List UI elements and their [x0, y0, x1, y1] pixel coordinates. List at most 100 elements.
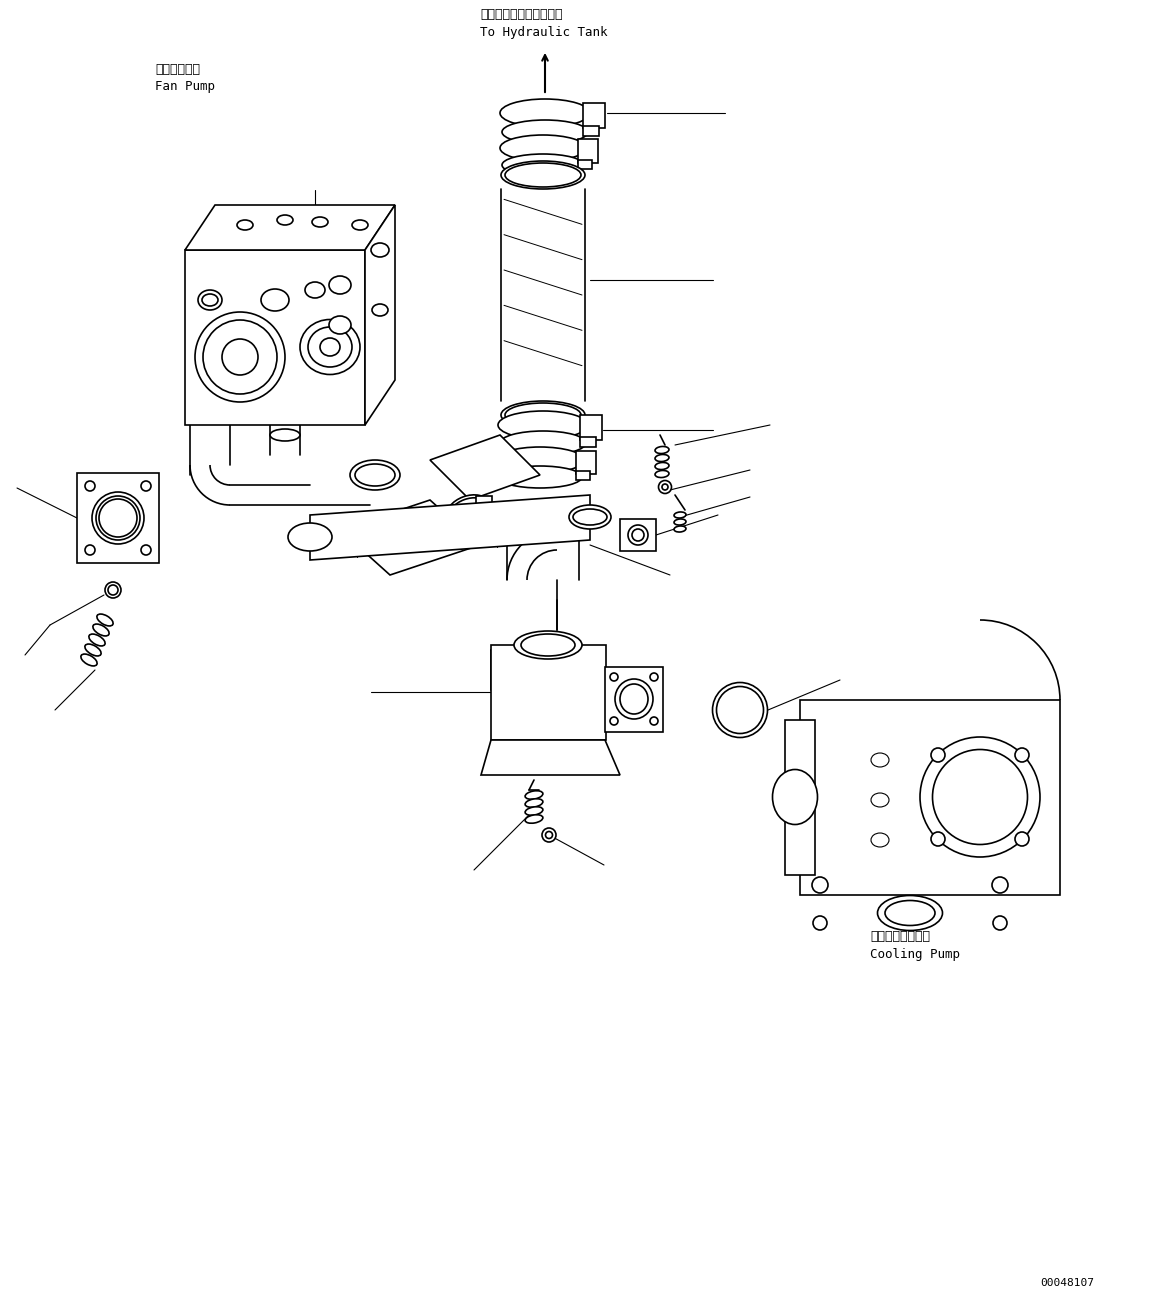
Ellipse shape	[329, 315, 351, 334]
Polygon shape	[185, 205, 395, 250]
Ellipse shape	[878, 896, 942, 930]
Ellipse shape	[611, 673, 618, 681]
Ellipse shape	[502, 120, 588, 145]
Ellipse shape	[372, 304, 388, 315]
Ellipse shape	[569, 505, 611, 530]
Ellipse shape	[350, 460, 400, 490]
Polygon shape	[481, 740, 620, 775]
Bar	[393, 518, 409, 530]
Ellipse shape	[713, 682, 768, 737]
Ellipse shape	[992, 876, 1008, 894]
Polygon shape	[365, 205, 395, 424]
Ellipse shape	[514, 631, 582, 660]
Ellipse shape	[620, 685, 648, 714]
Ellipse shape	[305, 283, 324, 298]
Ellipse shape	[932, 748, 946, 762]
Ellipse shape	[500, 99, 590, 127]
Text: Cooling Pump: Cooling Pump	[870, 947, 959, 961]
Ellipse shape	[198, 290, 222, 310]
Ellipse shape	[521, 633, 575, 656]
Ellipse shape	[650, 717, 658, 725]
Ellipse shape	[501, 401, 585, 428]
Ellipse shape	[813, 916, 827, 930]
Bar	[580, 438, 595, 447]
Ellipse shape	[932, 832, 946, 846]
Ellipse shape	[655, 470, 669, 477]
Text: To Hydraulic Tank: To Hydraulic Tank	[480, 26, 607, 39]
Ellipse shape	[394, 516, 436, 549]
Ellipse shape	[658, 481, 671, 494]
Bar	[491, 645, 606, 740]
Bar	[785, 720, 815, 875]
Polygon shape	[430, 435, 540, 501]
Ellipse shape	[277, 215, 293, 225]
Ellipse shape	[99, 499, 137, 537]
Ellipse shape	[88, 635, 105, 646]
Text: ファンポンプ: ファンポンプ	[155, 63, 200, 76]
Ellipse shape	[507, 509, 579, 531]
Bar	[583, 102, 605, 127]
Ellipse shape	[202, 294, 217, 306]
Ellipse shape	[450, 498, 486, 522]
Ellipse shape	[920, 737, 1040, 857]
Ellipse shape	[320, 338, 340, 356]
Text: クーリングポンプ: クーリングポンプ	[870, 930, 930, 943]
Ellipse shape	[933, 749, 1027, 845]
Ellipse shape	[655, 447, 669, 453]
Ellipse shape	[675, 519, 686, 526]
Polygon shape	[340, 501, 480, 576]
Ellipse shape	[248, 355, 302, 394]
Ellipse shape	[81, 654, 98, 666]
Ellipse shape	[308, 327, 352, 367]
Ellipse shape	[288, 523, 331, 551]
Ellipse shape	[716, 686, 763, 733]
Bar	[800, 700, 1059, 895]
Ellipse shape	[85, 481, 95, 491]
Bar	[620, 519, 656, 551]
Ellipse shape	[371, 243, 388, 258]
Ellipse shape	[498, 411, 588, 439]
Ellipse shape	[237, 219, 254, 230]
Ellipse shape	[261, 289, 288, 311]
Text: Fan Pump: Fan Pump	[155, 80, 215, 93]
Ellipse shape	[447, 495, 490, 526]
Ellipse shape	[542, 828, 556, 842]
Ellipse shape	[871, 833, 889, 848]
Bar	[578, 160, 592, 170]
Ellipse shape	[204, 321, 277, 394]
Ellipse shape	[1015, 748, 1029, 762]
Ellipse shape	[329, 276, 351, 294]
Ellipse shape	[352, 219, 368, 230]
Ellipse shape	[195, 311, 285, 402]
Bar	[580, 415, 602, 440]
Ellipse shape	[222, 339, 258, 374]
Bar	[476, 495, 492, 509]
Ellipse shape	[545, 832, 552, 838]
Ellipse shape	[655, 463, 669, 469]
Ellipse shape	[498, 466, 582, 487]
Ellipse shape	[655, 455, 669, 461]
Ellipse shape	[502, 154, 584, 176]
Ellipse shape	[141, 481, 151, 491]
Ellipse shape	[495, 447, 584, 473]
Ellipse shape	[526, 807, 543, 815]
Ellipse shape	[611, 717, 618, 725]
Ellipse shape	[526, 799, 543, 807]
Ellipse shape	[501, 162, 585, 189]
Ellipse shape	[812, 876, 828, 894]
Ellipse shape	[662, 484, 668, 490]
Polygon shape	[185, 250, 365, 424]
Ellipse shape	[526, 815, 543, 824]
Ellipse shape	[355, 464, 395, 486]
Ellipse shape	[300, 319, 361, 374]
Bar	[578, 139, 598, 163]
Polygon shape	[311, 495, 590, 560]
Ellipse shape	[270, 428, 300, 442]
Ellipse shape	[650, 673, 658, 681]
Bar	[576, 470, 590, 480]
Ellipse shape	[871, 794, 889, 807]
Ellipse shape	[772, 770, 818, 824]
Ellipse shape	[993, 916, 1007, 930]
Ellipse shape	[141, 545, 151, 555]
Ellipse shape	[500, 135, 586, 162]
